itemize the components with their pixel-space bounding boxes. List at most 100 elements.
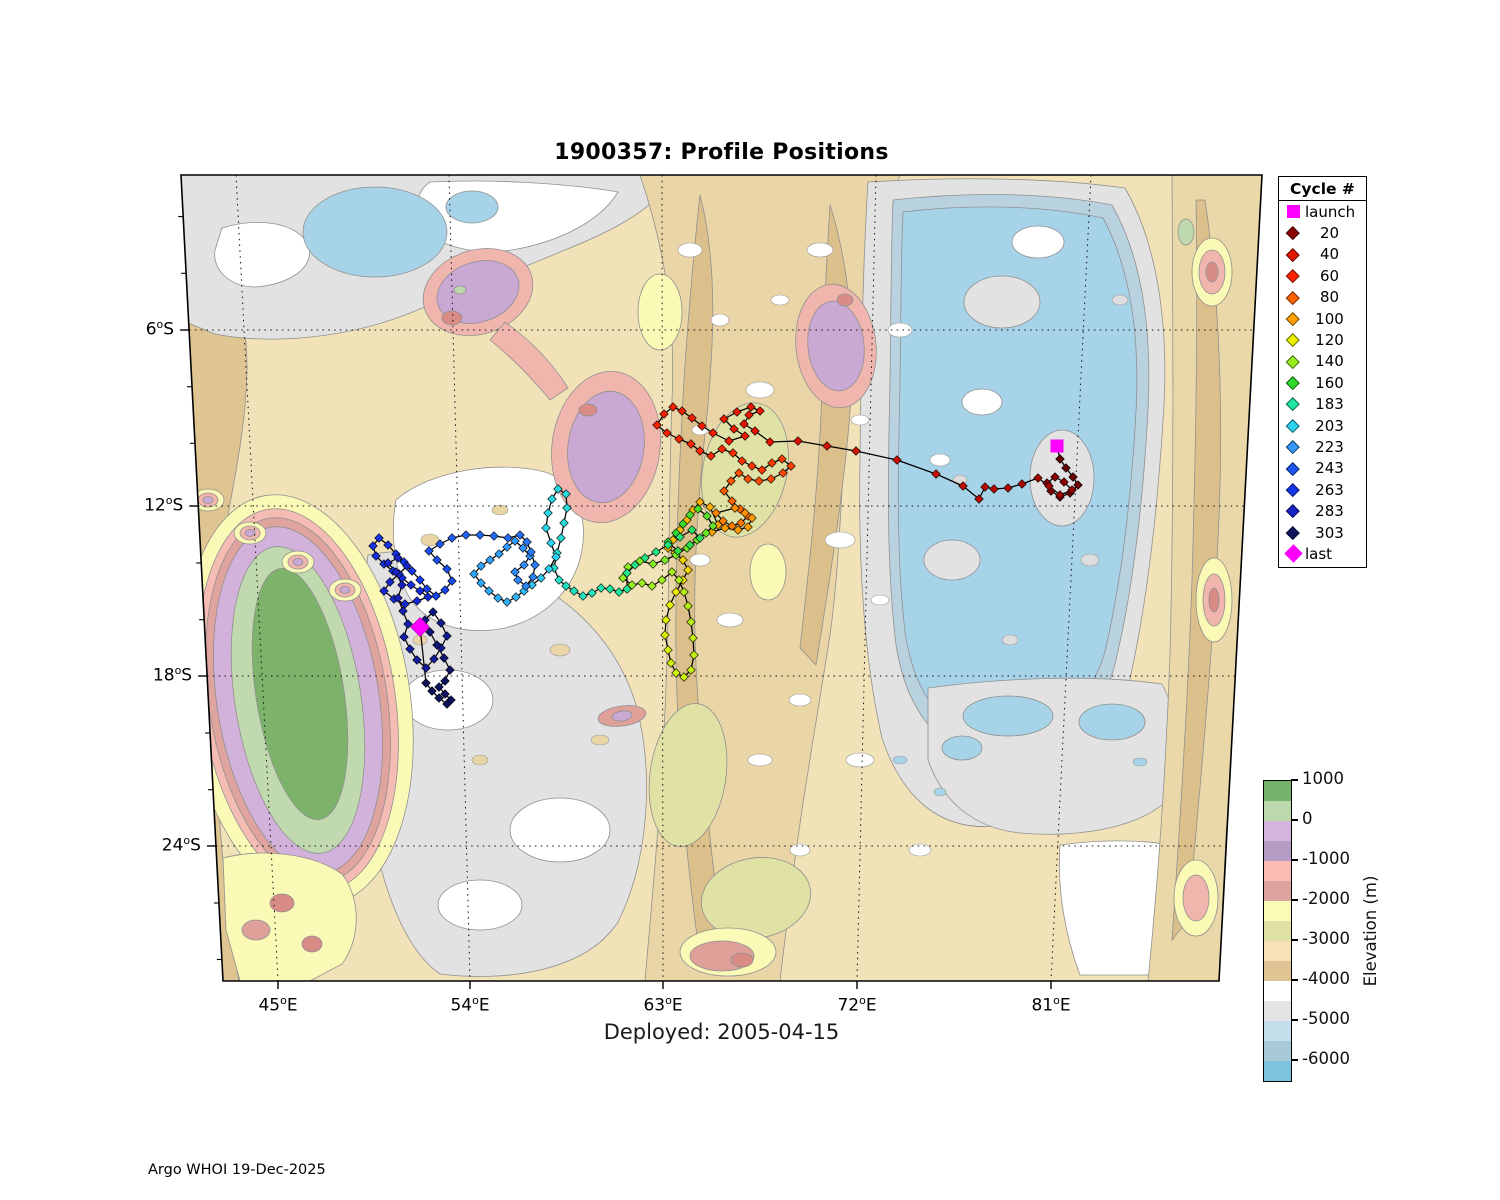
legend-label-last: last (1305, 544, 1333, 563)
lat-tick-label-18: 18oS (152, 664, 193, 686)
cycle-marker-icon (1286, 504, 1300, 518)
legend-item-cycle-160: 160 (1279, 372, 1366, 393)
legend-title: Cycle # (1279, 177, 1366, 201)
colorbar-tick (1291, 1059, 1298, 1061)
colorbar-segment-3 (1264, 841, 1291, 861)
legend-item-cycle-40: 40 (1279, 244, 1366, 265)
legend-label-cycle-40: 40 (1319, 245, 1340, 264)
launch-marker-icon (1286, 205, 1300, 219)
graticule (189, 175, 1254, 981)
colorbar-segment-2 (1264, 821, 1291, 841)
colorbar-tick (1291, 979, 1298, 981)
legend-item-cycle-223: 223 (1279, 436, 1366, 457)
bathymetry-far-east-band (1147, 175, 1262, 981)
legend-item-launch: launch (1279, 201, 1366, 222)
legend-label-launch: launch (1305, 202, 1356, 221)
legend-item-cycle-263: 263 (1279, 479, 1366, 500)
colorbar-segments (1264, 781, 1291, 1081)
colorbar-segment-6 (1264, 901, 1291, 921)
colorbar-axis-label: Elevation (m) (1361, 875, 1380, 987)
colorbar-tick-label: 0 (1302, 809, 1313, 828)
colorbar-segment-9 (1264, 961, 1291, 981)
launch-marker (1050, 439, 1064, 453)
legend-label-cycle-203: 203 (1315, 416, 1344, 435)
legend-label-cycle-183: 183 (1315, 395, 1344, 414)
colorbar-tick (1291, 859, 1298, 861)
legend-item-cycle-20: 20 (1279, 222, 1366, 243)
plot-title: 1900357: Profile Positions (554, 140, 889, 165)
cycle-marker-icon (1286, 354, 1300, 369)
lon-tick-label-54: 54oE (450, 994, 490, 1016)
legend-label-cycle-120: 120 (1315, 331, 1344, 350)
bathymetry-northwest-gray (181, 175, 676, 340)
colorbar-tick (1291, 819, 1298, 821)
cycle-marker-icon (1286, 333, 1300, 347)
legend-item-last: last (1279, 543, 1366, 564)
lon-tick-label-45: 45oE (258, 994, 298, 1016)
cycle-marker-icon (1286, 247, 1300, 262)
legend-item-cycle-283: 283 (1279, 500, 1366, 521)
lat-tick-label-6: 6oS (145, 318, 175, 340)
colorbar-segment-11 (1264, 1001, 1291, 1021)
colorbar-segment-4 (1264, 861, 1291, 881)
legend-label-cycle-140: 140 (1315, 352, 1344, 371)
bathymetry-speckles (412, 242, 1148, 857)
colorbar-tick-label: -4000 (1302, 969, 1350, 988)
legend-item-cycle-60: 60 (1279, 265, 1366, 286)
colorbar-tick-label: 1000 (1302, 769, 1344, 788)
legend-label-cycle-60: 60 (1319, 266, 1340, 285)
colorbar-tick-label: -2000 (1302, 889, 1350, 908)
legend-label-cycle-243: 243 (1315, 459, 1344, 478)
bathymetry-south-features (222, 705, 777, 981)
lat-tick-label-12: 12oS (144, 494, 184, 516)
legend-label-cycle-223: 223 (1315, 437, 1344, 456)
cycle-marker-icon (1286, 440, 1300, 454)
colorbar-segment-5 (1264, 881, 1291, 901)
bathymetry-mascarene-plateau (422, 248, 877, 524)
cycle-legend: Cycle # launch 20 40 60 80 100 120 140 160 183 203… (1278, 176, 1367, 568)
elevation-colorbar (1263, 780, 1292, 1082)
float-trajectory (368, 402, 1083, 709)
legend-label-cycle-303: 303 (1315, 523, 1344, 542)
legend-label-cycle-283: 283 (1315, 502, 1344, 521)
colorbar-tick-label: -5000 (1302, 1009, 1350, 1028)
legend-item-cycle-120: 120 (1279, 329, 1366, 350)
cycle-marker-icon (1286, 461, 1300, 476)
lon-tick-label-81: 81oE (1031, 994, 1071, 1016)
colorbar-tick (1291, 1019, 1298, 1021)
colorbar-segment-1 (1264, 801, 1291, 821)
lon-tick-label-63: 63oE (643, 994, 683, 1016)
legend-item-cycle-140: 140 (1279, 351, 1366, 372)
map-frame (180, 174, 1263, 982)
cycle-marker-icon (1286, 226, 1300, 240)
colorbar-segment-10 (1264, 981, 1291, 1001)
axis-ticks (178, 216, 1052, 989)
bathymetry-east-deep-basin (859, 178, 1191, 976)
colorbar-segment-7 (1264, 921, 1291, 941)
legend-label-cycle-80: 80 (1319, 288, 1340, 307)
legend-label-cycle-100: 100 (1315, 309, 1344, 328)
colorbar-tick (1291, 899, 1298, 901)
lon-tick-label-72: 72oE (837, 994, 877, 1016)
deployment-date: Deployed: 2005-04-15 (603, 1020, 840, 1044)
colorbar-tick-label: -3000 (1302, 929, 1350, 948)
legend-label-cycle-20: 20 (1319, 224, 1340, 243)
legend-item-cycle-303: 303 (1279, 522, 1366, 543)
cycle-marker-icon (1286, 418, 1300, 433)
legend-item-cycle-243: 243 (1279, 458, 1366, 479)
colorbar-tick-label: -1000 (1302, 849, 1350, 868)
legend-item-cycle-203: 203 (1279, 415, 1366, 436)
comoros-seamounts (191, 488, 362, 602)
cycle-marker-icon (1286, 376, 1300, 390)
legend-item-cycle-183: 183 (1279, 394, 1366, 415)
colorbar-segment-8 (1264, 941, 1291, 961)
footer-credit: Argo WHOI 19-Dec-2025 (148, 1162, 326, 1178)
legend-items: launch 20 40 60 80 100 120 140 160 183 203 223 243 26… (1279, 201, 1366, 565)
colorbar-tick-label: -6000 (1302, 1049, 1350, 1068)
last-position-marker (410, 617, 430, 637)
cycle-marker-icon (1286, 311, 1300, 326)
colorbar-segment-14 (1264, 1061, 1291, 1081)
last-marker-icon (1283, 544, 1303, 564)
